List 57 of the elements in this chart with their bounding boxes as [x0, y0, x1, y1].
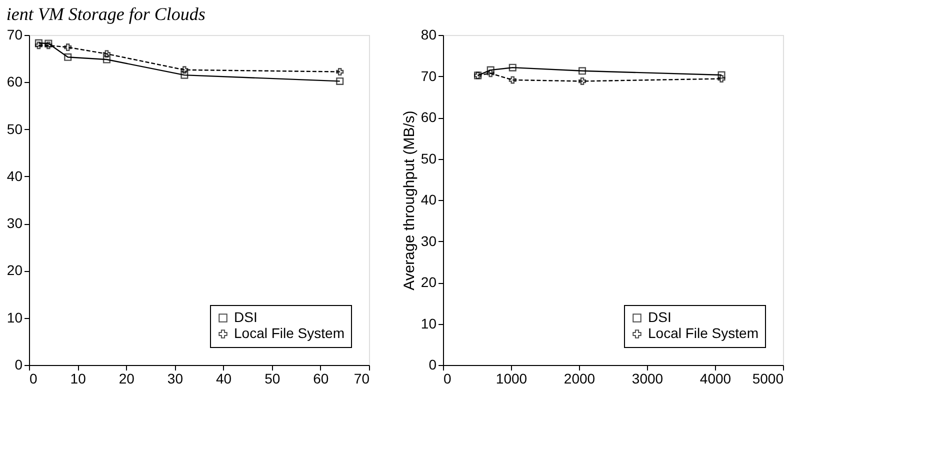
- point: [34, 39, 42, 47]
- point: [718, 74, 726, 82]
- y-tick-label: 20: [6, 262, 23, 278]
- y-tick-label: 70: [420, 68, 437, 84]
- point: [180, 66, 188, 74]
- legend-label: Local File System: [648, 325, 758, 341]
- y-tick-label: 60: [420, 109, 437, 125]
- point: [34, 42, 42, 50]
- y-tick-label: 50: [6, 120, 23, 137]
- y-tick-label: 10: [6, 309, 23, 326]
- point: [180, 71, 188, 79]
- point: [508, 76, 516, 84]
- chart-title: ient VM Storage for Clouds: [6, 4, 206, 24]
- point: [64, 43, 72, 52]
- point: [102, 50, 110, 58]
- x-tick-label: 1000: [496, 370, 528, 386]
- point: [578, 67, 586, 75]
- point: [44, 40, 52, 48]
- y-tick-label: 10: [420, 315, 437, 332]
- point: [508, 64, 516, 72]
- y-axis-title: Average throughput (MB/s): [400, 110, 418, 290]
- point: [336, 77, 344, 85]
- y-tick-label: 40: [6, 168, 23, 184]
- y-tick-label: 30: [6, 215, 23, 232]
- y-tick-label: 0: [14, 356, 23, 372]
- y-tick-label: 70: [6, 26, 23, 42]
- x-tick-label: 50: [264, 370, 280, 386]
- x-tick-label: 10: [70, 370, 86, 386]
- point: [44, 42, 52, 50]
- legend-label: DSI: [648, 309, 672, 325]
- y-tick-label: 40: [420, 192, 437, 208]
- point: [102, 56, 110, 64]
- x-tick-label: 5000: [752, 370, 784, 386]
- point: [718, 71, 726, 79]
- x-tick-label: 70: [354, 370, 370, 386]
- y-tick-label: 30: [420, 232, 437, 249]
- x-tick-label: 4000: [700, 370, 732, 386]
- x-tick-label: 0: [30, 370, 38, 386]
- y-tick-label: 20: [420, 274, 437, 290]
- point: [336, 68, 344, 76]
- y-tick-label: 60: [6, 74, 23, 90]
- point: [486, 66, 494, 74]
- legend-label: DSI: [234, 309, 258, 325]
- point: [578, 77, 586, 85]
- legend-label: Local File System: [234, 325, 344, 341]
- x-tick-label: 0: [444, 370, 452, 386]
- x-tick-label: 30: [167, 370, 184, 386]
- x-tick-label: 20: [118, 370, 135, 386]
- y-tick-label: 80: [420, 26, 437, 42]
- y-tick-label: 0: [428, 356, 437, 372]
- point: [486, 70, 494, 78]
- y-tick-label: 50: [420, 150, 437, 166]
- x-tick-label: 40: [216, 370, 232, 386]
- x-tick-label: 2000: [564, 370, 596, 386]
- point: [64, 53, 72, 61]
- x-tick-label: 60: [313, 370, 329, 386]
- x-tick-label: 3000: [632, 370, 664, 386]
